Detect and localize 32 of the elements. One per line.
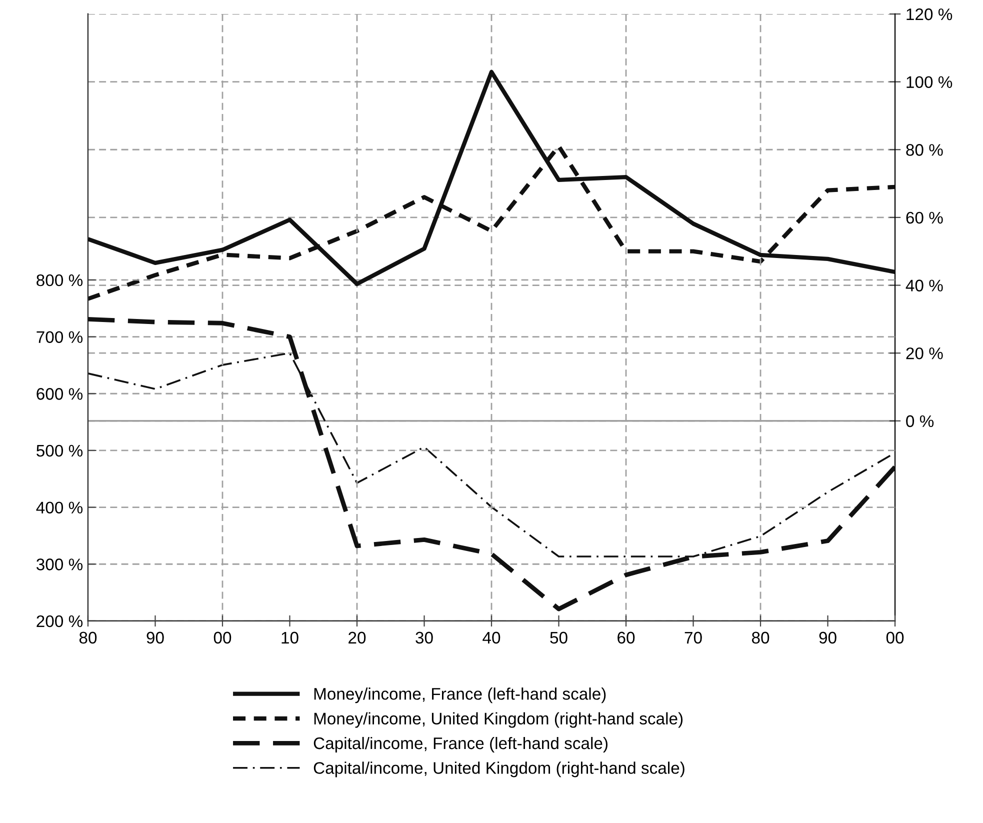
x-tick-label: 40: [482, 632, 500, 644]
x-tick-label: 80: [752, 632, 770, 644]
y-tick-label: 500 %: [36, 444, 83, 457]
x-tick-label: 00: [214, 632, 232, 644]
y2-tick-label: 20 %: [906, 347, 943, 360]
x-tick-label: 30: [416, 632, 433, 644]
x-tick-label: 80: [79, 632, 97, 644]
legend-label: Money/income, United Kingdom (right-hand scale): [314, 712, 683, 728]
y-tick-label: 400 %: [36, 502, 83, 514]
x-tick-label: 70: [684, 632, 702, 644]
y-tick-label: 800 %: [36, 274, 83, 286]
x-tick-label: 10: [282, 632, 298, 644]
line-series: [88, 316, 896, 612]
y2-tick-label: 120 %: [906, 8, 952, 20]
y2-tick-label: 100 %: [906, 76, 952, 88]
x-tick-label: 50: [550, 632, 568, 644]
legend-label: Capital/income, France (left-hand scale): [314, 736, 608, 752]
legend-label: Capital/income, United Kingdom (right-hand scale): [314, 762, 684, 778]
y-tick-label: 200 %: [36, 615, 83, 628]
x-tick-label: 90: [819, 632, 836, 644]
x-tick-label: 20: [348, 632, 366, 644]
x-tick-label: 90: [146, 632, 164, 644]
y2-tick-label: 0 %: [906, 415, 934, 428]
x-tick-label: 60: [618, 632, 635, 644]
y2-tick-label: 40 %: [906, 280, 943, 292]
y-tick-label: 700 %: [36, 331, 83, 343]
y-tick-label: 300 %: [36, 558, 83, 570]
y2-tick-label: 60 %: [906, 212, 943, 224]
y2-tick-label: 80 %: [906, 144, 943, 156]
x-tick-label: 00: [886, 632, 904, 644]
y-tick-label: 600 %: [36, 388, 83, 400]
legend-label: Money/income, France (left-hand scale): [314, 688, 606, 704]
